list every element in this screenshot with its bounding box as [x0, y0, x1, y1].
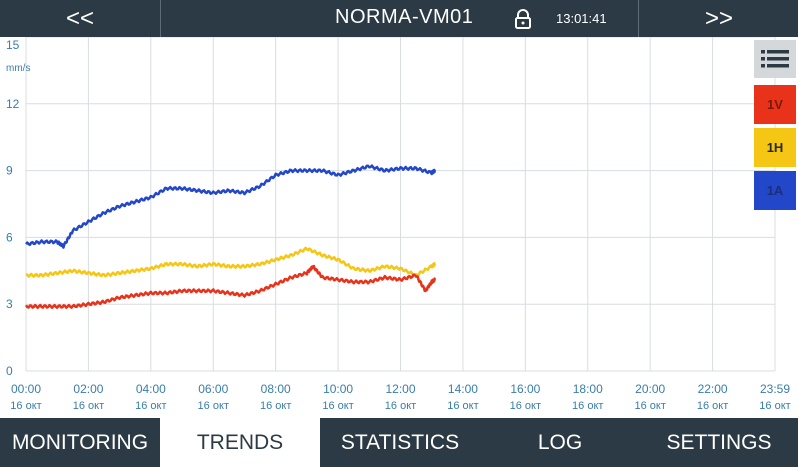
x-tick-date: 16 окт: [198, 400, 229, 412]
tab-monitoring[interactable]: MONITORING: [11, 430, 149, 454]
tab-statistics[interactable]: STATISTICS: [340, 430, 460, 454]
x-tick-time: 04:00: [136, 382, 166, 396]
y-tick-label: 9: [6, 164, 13, 178]
x-tick-time: 16:00: [510, 382, 540, 396]
trend-chart: 00:00 16 окт 02:00 16 окт 04:00 16 окт 06:00 16…: [6, 37, 791, 412]
x-tick-date: 16 окт: [510, 400, 541, 412]
x-tick-date: 16 окт: [697, 400, 728, 412]
legend-item-1a[interactable]: 1A: [754, 171, 796, 210]
x-tick-date: 16 окт: [572, 400, 603, 412]
clock: 13:01:41: [556, 11, 607, 26]
list-icon: [761, 50, 789, 68]
x-tick-time: 18:00: [573, 382, 603, 396]
x-tick-date: 16 окт: [322, 400, 353, 412]
x-tick-time: 22:00: [698, 382, 728, 396]
series-line-1a: [25, 164, 437, 249]
y-axis-unit: mm/s: [6, 63, 30, 74]
y-tick-label: 0: [6, 364, 13, 378]
lock-icon[interactable]: [512, 8, 534, 30]
x-tick-time: 08:00: [261, 382, 291, 396]
next-button[interactable]: >>: [638, 0, 798, 37]
legend-item-1v[interactable]: 1V: [754, 85, 796, 124]
header-bar: << NORMA-VM01 13:01:41 >>: [0, 0, 798, 37]
previous-button[interactable]: <<: [0, 0, 161, 37]
legend-menu-button[interactable]: [754, 40, 796, 78]
x-tick-date: 16 окт: [10, 400, 41, 412]
x-tick-time: 14:00: [448, 382, 478, 396]
x-tick-time: 02:00: [73, 382, 103, 396]
x-tick-date: 16 окт: [385, 400, 416, 412]
y-tick-label: 12: [6, 97, 20, 111]
series-line-1v: [24, 264, 437, 310]
x-tick-date: 16 окт: [135, 400, 166, 412]
x-tick-date: 16 окт: [73, 400, 104, 412]
series-line-1h: [25, 246, 436, 278]
x-tick-date: 16 окт: [260, 400, 291, 412]
x-tick-time: 00:00: [11, 382, 41, 396]
x-tick-time: 23:59: [760, 382, 790, 396]
x-tick-time: 20:00: [635, 382, 665, 396]
device-title: NORMA-VM01: [335, 6, 474, 28]
x-tick-time: 12:00: [385, 382, 415, 396]
tab-settings[interactable]: SETTINGS: [666, 430, 772, 454]
y-tick-label: 6: [6, 230, 13, 244]
legend-item-1h[interactable]: 1H: [754, 128, 796, 167]
bottom-nav: MONITORING TRENDS STATISTICS LOG SETTING…: [0, 418, 798, 467]
x-tick-time: 10:00: [323, 382, 353, 396]
x-tick-time: 06:00: [198, 382, 228, 396]
y-tick-label: 3: [6, 297, 13, 311]
tab-trends[interactable]: TRENDS: [160, 418, 320, 467]
tab-log[interactable]: LOG: [537, 430, 583, 454]
y-tick-label: 15: [6, 38, 20, 52]
x-tick-date: 16 окт: [634, 400, 665, 412]
x-tick-date: 16 окт: [759, 400, 790, 412]
x-tick-date: 16 окт: [447, 400, 478, 412]
